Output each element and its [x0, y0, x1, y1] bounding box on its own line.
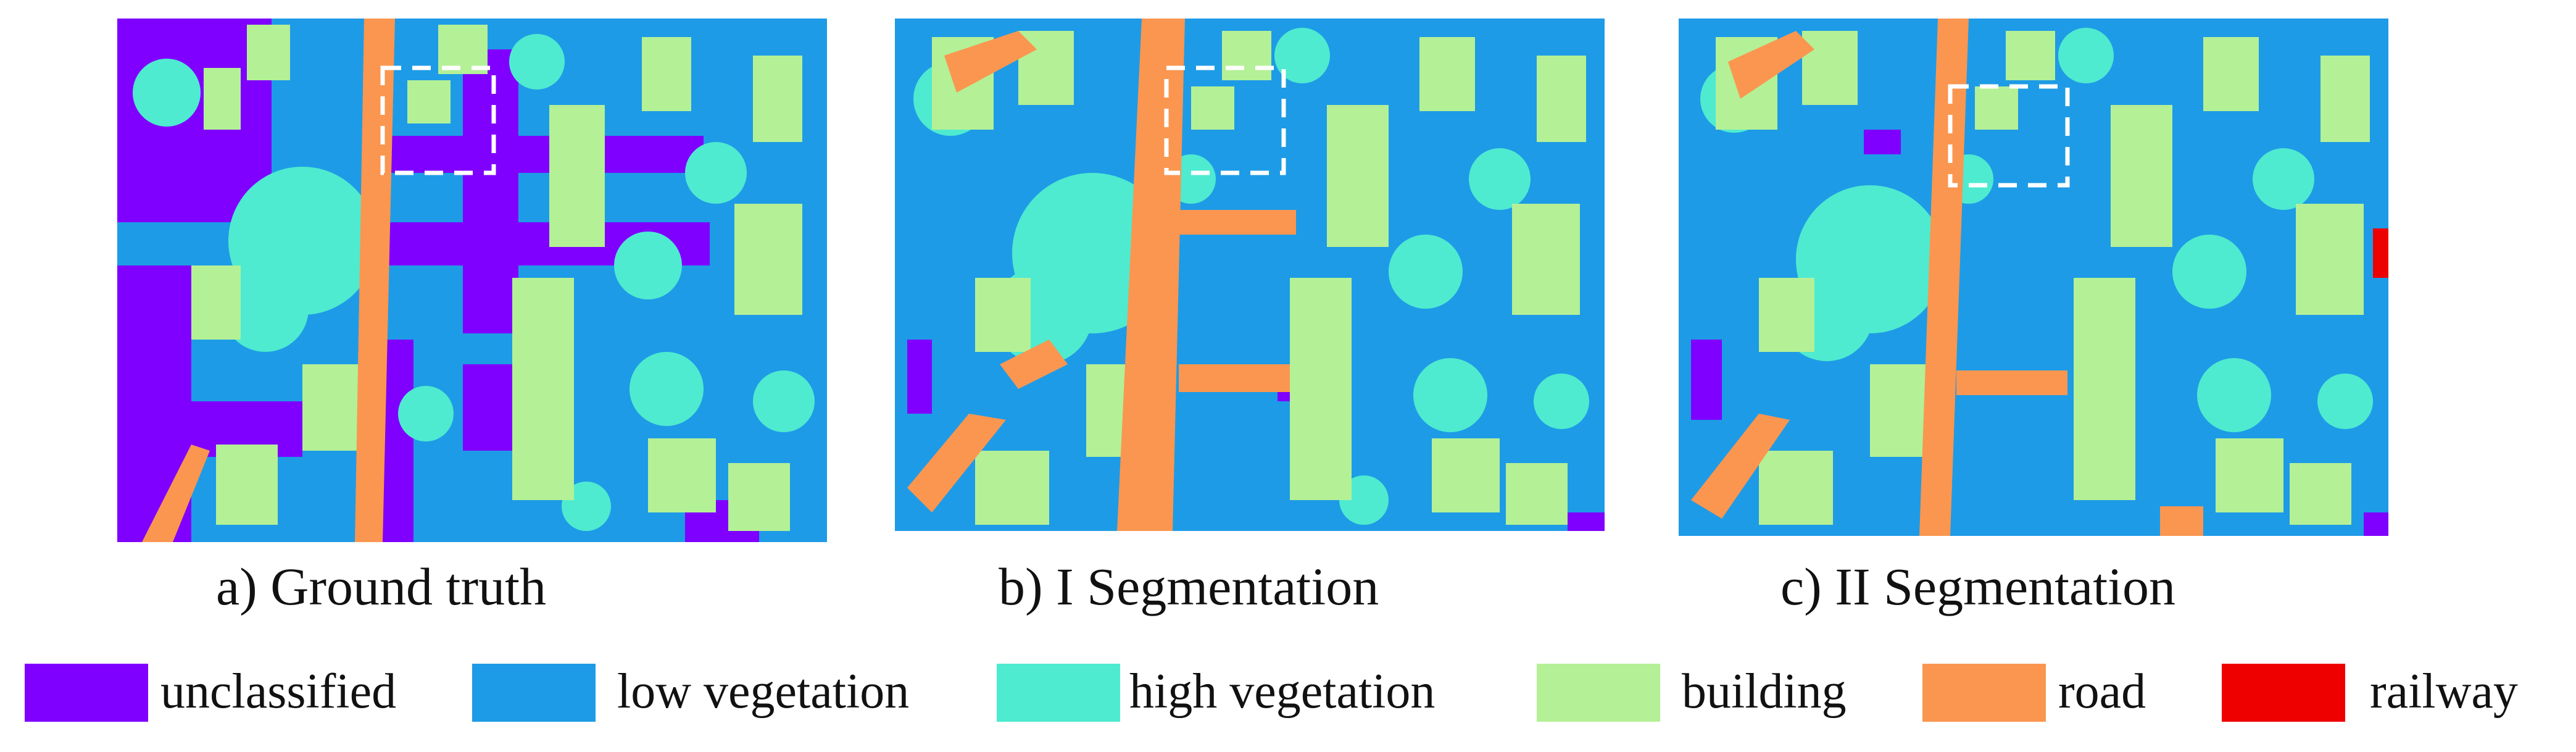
legend-swatch-unclassified [25, 664, 148, 722]
legend-swatch-high-vegetation [997, 664, 1120, 722]
legend-label-high-vegetation: high vegetation [1129, 664, 1435, 719]
legend-swatch-road [1922, 664, 2046, 722]
segmentation-one-image [895, 19, 1605, 531]
legend-label-unclassified: unclassified [160, 664, 397, 719]
legend-swatch-railway [2222, 664, 2345, 722]
legend-label-road: road [2058, 664, 2146, 719]
legend-swatch-low-vegetation [472, 664, 596, 722]
ground-truth-image [117, 19, 827, 542]
segmentation-two-image [1679, 19, 2388, 536]
legend-swatch-building [1537, 664, 1660, 722]
caption-segmentation-one: b) I Segmentation [999, 557, 1379, 616]
legend-label-low-vegetation: low vegetation [617, 664, 910, 719]
caption-ground-truth: a) Ground truth [216, 557, 546, 616]
legend-label-building: building [1682, 664, 1847, 719]
legend-label-railway: railway [2370, 664, 2518, 719]
caption-segmentation-two: c) II Segmentation [1780, 557, 2176, 616]
